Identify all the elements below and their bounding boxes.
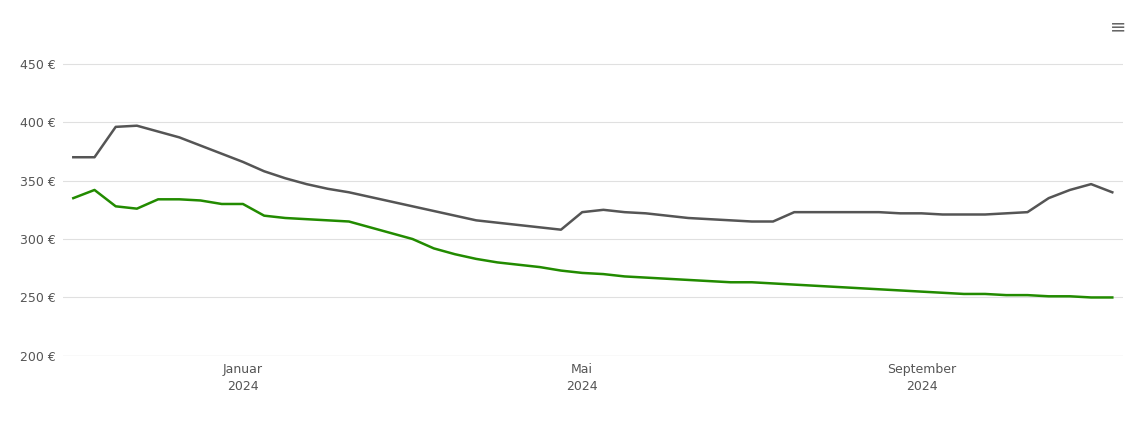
Text: ≡: ≡ [1110, 17, 1126, 36]
